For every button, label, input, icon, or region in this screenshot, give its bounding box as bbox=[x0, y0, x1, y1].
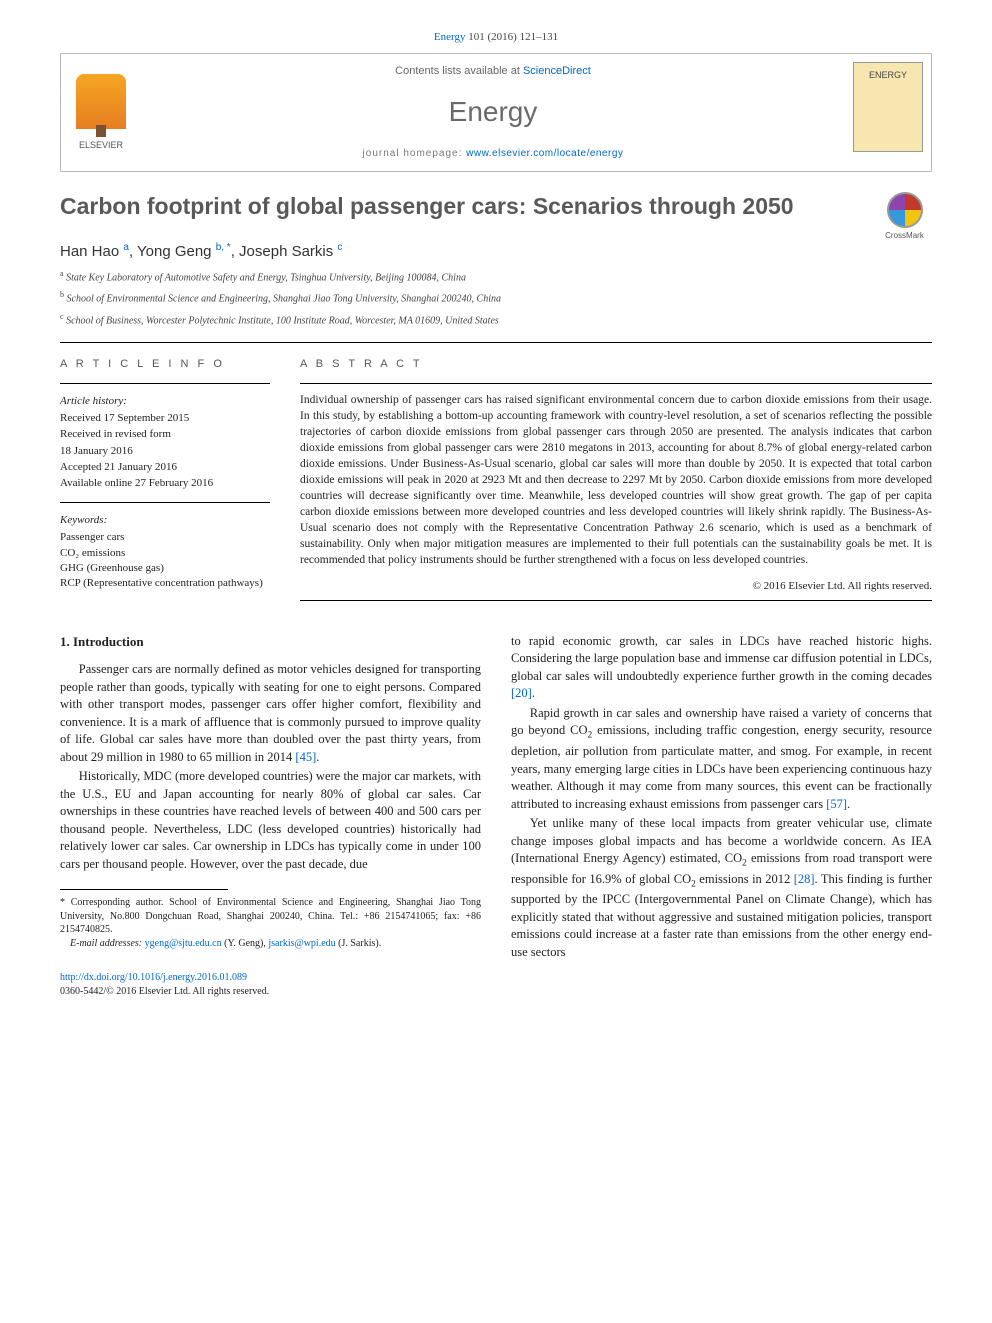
doi-block: http://dx.doi.org/10.1016/j.energy.2016.… bbox=[60, 971, 932, 999]
article619-title: Carbon footprint of global passenger car… bbox=[60, 192, 794, 222]
affiliation-c: c School of Business, Worcester Polytech… bbox=[60, 311, 932, 328]
keyword: CO₂ emissions bbox=[60, 546, 270, 561]
abstract-copyright: © 2016 Elsevier Ltd. All rights reserved… bbox=[300, 579, 932, 594]
sciencedirect-link[interactable]: ScienceDirect bbox=[523, 65, 591, 77]
journal-name: Energy bbox=[141, 92, 845, 131]
citation-ref: 101 (2016) 121–131 bbox=[466, 31, 559, 43]
history-heading: Article history: bbox=[60, 394, 270, 409]
crossmark-icon bbox=[887, 192, 923, 228]
journal-header: ELSEVIER Contents lists available at Sci… bbox=[60, 53, 932, 172]
journal-homepage-line: journal homepage: www.elsevier.com/locat… bbox=[141, 147, 845, 161]
citation-line: Energy 101 (2016) 121–131 bbox=[60, 30, 932, 45]
ref-28-link[interactable]: [28] bbox=[794, 872, 815, 886]
abstract-heading: A B S T R A C T bbox=[300, 357, 932, 372]
history-line: Available online 27 February 2016 bbox=[60, 476, 270, 491]
citation-journal-link[interactable]: Energy bbox=[434, 31, 466, 43]
crossmark-label: CrossMark bbox=[885, 231, 924, 240]
ref-45-link[interactable]: [45] bbox=[295, 750, 316, 764]
history-line: Received 17 September 2015 bbox=[60, 411, 270, 426]
body-columns: 1. Introduction Passenger cars are norma… bbox=[60, 633, 932, 961]
corr-author-text: * Corresponding author. School of Enviro… bbox=[60, 896, 481, 937]
corresponding-author-footnote: * Corresponding author. School of Enviro… bbox=[60, 896, 481, 950]
ref-20-link[interactable]: [20] bbox=[511, 686, 532, 700]
footnote-rule bbox=[60, 889, 228, 890]
publisher-logo: ELSEVIER bbox=[61, 54, 141, 171]
keyword: RCP (Representative concentration pathwa… bbox=[60, 576, 270, 591]
keyword: GHG (Greenhouse gas) bbox=[60, 561, 270, 576]
para-5: Yet unlike many of these local impacts f… bbox=[511, 815, 932, 961]
para-1: Passenger cars are normally defined as m… bbox=[60, 661, 481, 766]
affiliation-a: a State Key Laboratory of Automotive Saf… bbox=[60, 268, 932, 285]
doi-link[interactable]: http://dx.doi.org/10.1016/j.energy.2016.… bbox=[60, 972, 247, 983]
article-info-heading: A R T I C L E I N F O bbox=[60, 357, 270, 372]
homepage-label: journal homepage: bbox=[363, 148, 467, 159]
email-1-who: (Y. Geng), bbox=[222, 938, 269, 949]
article-info-block: A R T I C L E I N F O Article history: R… bbox=[60, 357, 270, 601]
issn-line: 0360-5442/© 2016 Elsevier Ltd. All right… bbox=[60, 986, 269, 997]
journal-cover-thumb: ENERGY bbox=[853, 62, 923, 152]
affiliation-b: b School of Environmental Science and En… bbox=[60, 289, 932, 306]
history-line: Accepted 21 January 2016 bbox=[60, 460, 270, 475]
para-2: Historically, MDC (more developed countr… bbox=[60, 768, 481, 873]
email-2-who: (J. Sarkis). bbox=[336, 938, 382, 949]
history-line: 18 January 2016 bbox=[60, 444, 270, 459]
publisher-name: ELSEVIER bbox=[79, 139, 123, 152]
abstract-text: Individual ownership of passenger cars h… bbox=[300, 392, 932, 569]
section-1-heading: 1. Introduction bbox=[60, 633, 481, 651]
keyword: Passenger cars bbox=[60, 530, 270, 545]
email-2-link[interactable]: jsarkis@wpi.edu bbox=[268, 938, 335, 949]
separator-top bbox=[60, 342, 932, 343]
elsevier-tree-icon bbox=[76, 74, 126, 129]
para-3: to rapid economic growth, car sales in L… bbox=[511, 633, 932, 703]
header-center: Contents lists available at ScienceDirec… bbox=[141, 54, 845, 171]
keywords-heading: Keywords: bbox=[60, 513, 270, 528]
contents-available-line: Contents lists available at ScienceDirec… bbox=[141, 64, 845, 79]
history-line: Received in revised form bbox=[60, 427, 270, 442]
email-label: E-mail addresses: bbox=[70, 938, 145, 949]
crossmark-badge[interactable]: CrossMark bbox=[877, 192, 932, 241]
author-list: Han Hao a, Yong Geng b, *, Joseph Sarkis… bbox=[60, 241, 932, 262]
contents-prefix: Contents lists available at bbox=[395, 65, 523, 77]
homepage-link[interactable]: www.elsevier.com/locate/energy bbox=[466, 148, 623, 159]
ref-57-link[interactable]: [57] bbox=[826, 797, 847, 811]
abstract-block: A B S T R A C T Individual ownership of … bbox=[300, 357, 932, 601]
email-1-link[interactable]: ygeng@sjtu.edu.cn bbox=[145, 938, 222, 949]
para-4: Rapid growth in car sales and ownership … bbox=[511, 705, 932, 813]
